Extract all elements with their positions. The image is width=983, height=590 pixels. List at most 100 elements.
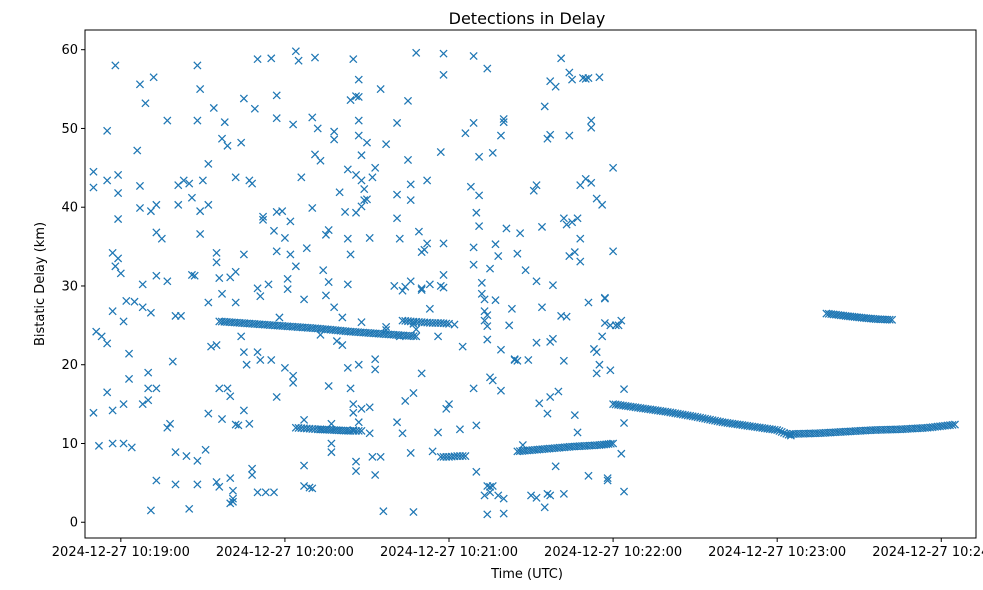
data-point [592,369,601,378]
data-point [516,229,525,238]
data-point [603,476,612,485]
chart-title: Detections in Delay [449,9,606,28]
data-point [278,207,287,216]
data-point [461,452,470,461]
data-point [343,280,352,289]
data-point [163,277,172,286]
data-point [223,141,232,150]
data-point [327,448,336,457]
data-point [204,409,213,418]
data-point [573,214,582,223]
data-point [565,251,574,261]
data-point [554,387,563,396]
data-point [472,208,481,217]
data-point [537,222,547,231]
data-point [146,308,155,317]
data-point [458,342,467,351]
data-point [324,277,333,287]
data-point [472,421,481,430]
data-point [551,82,560,91]
data-point [253,284,262,293]
data-point [108,439,117,448]
data-point [215,384,224,393]
data-point [587,123,596,132]
data-point [152,271,161,280]
data-point [248,470,257,480]
data-point [171,480,180,489]
data-point [392,214,402,223]
data-point [406,196,415,205]
data-point [196,207,205,216]
data-point [496,386,506,395]
data-point [357,404,366,413]
x-tick-label: 2024-12-27 10:19:00 [52,545,190,560]
data-point [215,274,224,283]
data-point [351,467,361,476]
data-point [609,439,618,448]
data-point [442,319,451,328]
data-point [477,278,486,287]
y-tick-label: 60 [61,43,78,58]
data-point [507,304,516,313]
data-point [546,130,555,139]
data-point [103,388,112,397]
data-point [540,503,549,512]
data-point [491,240,500,249]
data-point [562,220,571,229]
data-point [226,392,235,401]
data-point [584,298,593,307]
data-point [108,406,117,415]
data-point [168,357,177,366]
data-point [617,449,626,458]
data-point [138,280,147,289]
data-point [111,262,120,271]
data-point [390,281,399,291]
data-point [253,348,262,357]
data-point [313,124,322,133]
data-point [89,183,98,192]
data-point [480,307,489,316]
data-point [166,419,175,428]
data-point [291,47,300,56]
data-point [477,289,486,298]
data-point [237,332,246,341]
data-point [108,307,117,316]
y-tick-label: 30 [61,279,78,294]
data-point [114,170,123,179]
data-point [335,188,344,197]
data-point [412,325,421,334]
data-point [231,173,240,182]
x-axis: 2024-12-27 10:19:00 2024-12-27 10:20:00 20… [52,538,983,560]
data-point [316,156,325,165]
data-point [398,286,407,295]
data-point [116,269,125,278]
data-point [223,384,232,393]
data-point [261,488,270,497]
x-tick-label: 2024-12-27 10:23:00 [708,545,846,560]
data-point [584,471,593,480]
data-point [425,304,434,313]
data-point [248,464,257,473]
data-point [179,176,188,185]
y-axis-label: Bistatic Delay (km) [33,222,48,346]
data-point [436,148,445,157]
data-point [231,298,240,307]
data-point [584,74,593,83]
data-point [529,186,538,195]
data-point [302,244,311,253]
data-point [568,75,577,84]
data-point [111,61,120,70]
data-point [565,68,574,77]
data-point [365,403,374,412]
data-point [319,266,328,275]
data-point [600,318,609,328]
data-point [480,295,489,304]
data-point [196,229,205,239]
data-point [124,374,134,383]
data-point [480,316,489,325]
data-point [338,313,347,322]
x-tick-label: 2024-12-27 10:24:00 [872,545,983,560]
data-point [587,116,596,125]
data-point [485,482,495,491]
data-point [215,482,224,491]
